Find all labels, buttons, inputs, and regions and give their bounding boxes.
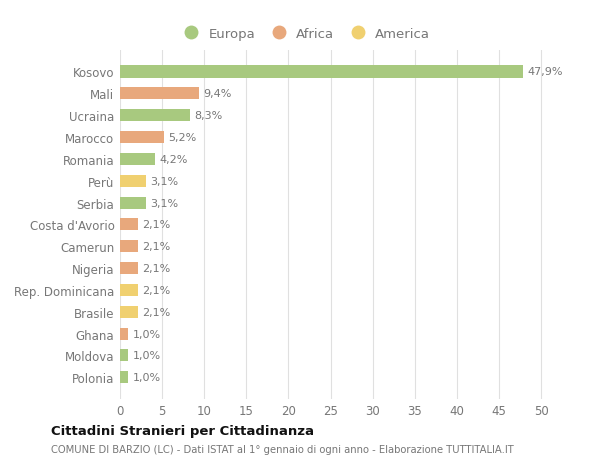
Bar xyxy=(120,67,523,78)
Text: 2,1%: 2,1% xyxy=(142,263,170,274)
Legend: Europa, Africa, America: Europa, Africa, America xyxy=(173,22,435,46)
Bar xyxy=(120,350,128,362)
Bar xyxy=(120,284,137,297)
Bar xyxy=(120,241,137,253)
Text: 2,1%: 2,1% xyxy=(142,307,170,317)
Bar xyxy=(120,197,146,209)
Text: 5,2%: 5,2% xyxy=(168,133,196,143)
Text: 3,1%: 3,1% xyxy=(151,198,178,208)
Text: 4,2%: 4,2% xyxy=(160,155,188,164)
Text: 47,9%: 47,9% xyxy=(527,67,563,77)
Bar xyxy=(120,110,190,122)
Text: 1,0%: 1,0% xyxy=(133,373,161,382)
Text: COMUNE DI BARZIO (LC) - Dati ISTAT al 1° gennaio di ogni anno - Elaborazione TUT: COMUNE DI BARZIO (LC) - Dati ISTAT al 1°… xyxy=(51,444,514,454)
Text: 1,0%: 1,0% xyxy=(133,329,161,339)
Bar xyxy=(120,153,155,166)
Text: 1,0%: 1,0% xyxy=(133,351,161,361)
Bar xyxy=(120,219,137,231)
Text: 2,1%: 2,1% xyxy=(142,285,170,295)
Bar xyxy=(120,132,164,144)
Text: 8,3%: 8,3% xyxy=(194,111,223,121)
Text: 3,1%: 3,1% xyxy=(151,176,178,186)
Text: Cittadini Stranieri per Cittadinanza: Cittadini Stranieri per Cittadinanza xyxy=(51,425,314,437)
Bar xyxy=(120,328,128,340)
Bar xyxy=(120,175,146,187)
Bar xyxy=(120,371,128,383)
Text: 2,1%: 2,1% xyxy=(142,220,170,230)
Bar xyxy=(120,263,137,274)
Bar xyxy=(120,88,199,100)
Bar xyxy=(120,306,137,318)
Text: 9,4%: 9,4% xyxy=(203,89,232,99)
Text: 2,1%: 2,1% xyxy=(142,242,170,252)
